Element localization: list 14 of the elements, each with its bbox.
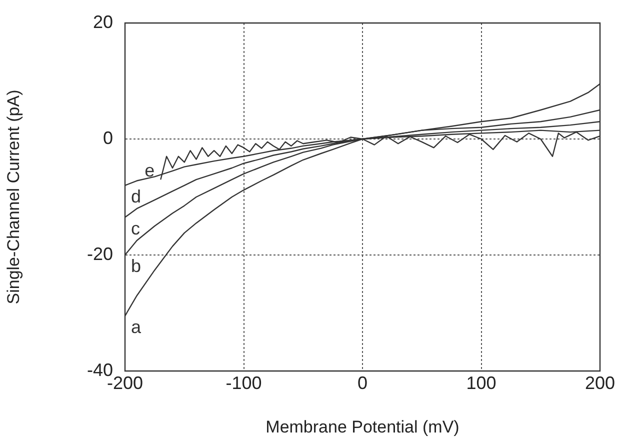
x-tick-label: 100 bbox=[466, 372, 496, 393]
y-axis-title: Single-Channel Current (pA) bbox=[4, 90, 23, 304]
x-axis-title: Membrane Potential (mV) bbox=[266, 417, 460, 436]
x-tick-label: 200 bbox=[584, 372, 616, 393]
series-label: a bbox=[131, 316, 142, 337]
series-label: c bbox=[131, 218, 140, 238]
x-tick-label: 0 bbox=[357, 372, 368, 393]
series-label: e bbox=[144, 160, 155, 181]
y-tick-label: 20 bbox=[92, 12, 113, 32]
y-tick-label: -20 bbox=[86, 244, 113, 264]
series-label: d bbox=[131, 186, 142, 206]
x-tick-label: -100 bbox=[226, 372, 262, 393]
series-label: b bbox=[131, 256, 142, 276]
y-tick-label: 0 bbox=[102, 128, 113, 148]
